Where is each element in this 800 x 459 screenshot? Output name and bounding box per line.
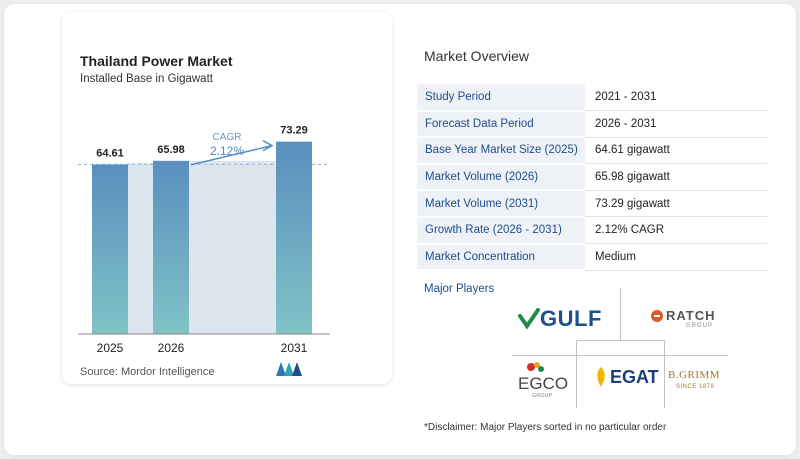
overview-value: 2021 - 2031 [585,84,767,112]
divider [576,340,577,408]
data-label: 64.61 [96,147,124,159]
chart-band [128,162,153,334]
bar-2025 [92,164,128,334]
cagr-value: 2.12% [210,144,244,158]
chart-subtitle: Installed Base in Gigawatt [80,73,213,85]
overview-key: Market Concentration [417,243,585,272]
overview-key: Market Volume (2026) [417,163,585,192]
ratch-sub: GROUP [686,323,714,329]
overview-row: Forecast Data Period 2026 - 2031 [417,110,767,139]
overview-key: Growth Rate (2026 - 2031) [417,216,585,245]
overview-row: Market Volume (2031) 73.29 gigawatt [417,190,767,218]
cagr-arrow-head [262,139,274,152]
overview-table: Study Period 2021 - 2031 Forecast Data Per… [417,84,767,272]
players-title: Major Players [424,283,495,295]
overview-row: Market Volume (2026) 65.98 gigawatt [417,163,767,192]
ratch-name: RATCH [666,308,716,323]
bgrimm-sub: SINCE 1878 [676,384,715,390]
bar-2031 [276,141,312,334]
overview-key: Forecast Data Period [417,110,585,139]
overview-row: Study Period 2021 - 2031 [417,84,767,112]
egco-mark-icon [527,362,544,372]
divider [664,340,665,408]
overview-value: 2.12% CAGR [585,216,767,245]
cagr-label: CAGR [213,132,242,143]
egco-name: EGCO [518,374,569,393]
ratch-mark-icon [651,310,663,322]
overview-value: 65.98 gigawatt [585,163,767,191]
overview-title: Market Overview [424,48,530,64]
overview-value: 2026 - 2031 [585,110,767,138]
overview-value: 64.61 gigawatt [585,137,767,165]
overview-key: Market Volume (2031) [417,190,585,218]
mordor-logo-icon [276,362,302,376]
bgrimm-name: B.GRIMM [668,369,721,381]
overview-value: Medium [585,243,767,271]
gulf-check-icon [518,308,540,330]
overview-row: Growth Rate (2026 - 2031) 2.12% CAGR [417,216,767,245]
x-tick-label: 2031 [281,341,308,355]
x-tick-label: 2026 [158,341,185,355]
cagr-arrow [190,144,273,166]
overview-value: 73.29 gigawatt [585,190,767,218]
overview-row: Base Year Market Size (2025) 64.61 gigawa… [417,137,767,165]
x-tick-label: 2025 [97,341,124,355]
data-label: 65.98 [157,144,185,156]
divider [512,355,728,356]
gulf-name: GULF [540,306,602,331]
bar-2026 [153,160,189,334]
overview-key: Base Year Market Size (2025) [417,137,585,165]
egat-name: EGAT [610,367,659,387]
chart-title: Thailand Power Market [80,53,233,69]
data-label: 73.29 [280,125,308,137]
divider [620,288,621,340]
chart-band [189,160,276,334]
divider [576,340,664,341]
egco-sub: GROUP [532,393,553,399]
egat-mark-icon [597,367,605,387]
overview-row: Market Concentration Medium [417,243,767,272]
disclaimer: *Disclaimer: Major Players sorted in no … [424,422,667,433]
chart-source: Source: Mordor Intelligence [80,366,215,378]
overview-key: Study Period [417,84,585,112]
